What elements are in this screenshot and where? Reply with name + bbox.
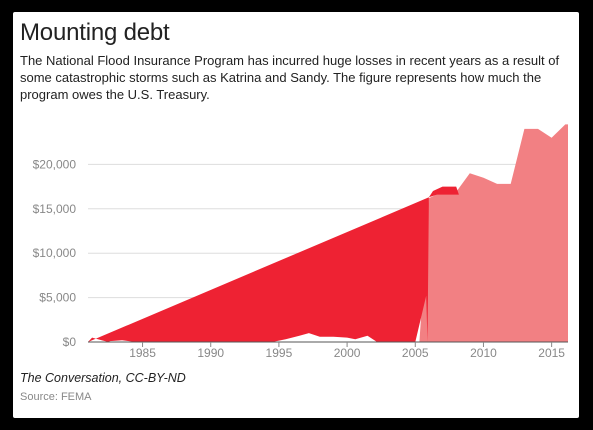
x-tick-label: 1985 (129, 346, 156, 360)
y-tick-label: $5,000 (39, 291, 76, 305)
chart-series (88, 124, 568, 343)
chart-subtitle: The National Flood Insurance Program has… (20, 53, 560, 102)
source-line: Source: FEMA (20, 391, 92, 403)
y-tick-label: $20,000 (33, 157, 77, 171)
x-tick-label: 2005 (402, 346, 429, 360)
debt-area (88, 124, 568, 343)
x-tick-label: 1990 (197, 346, 224, 360)
y-tick-label: $10,000 (33, 246, 77, 260)
x-tick-label: 2010 (470, 346, 497, 360)
x-tick-label: 2015 (538, 346, 565, 360)
y-axis: $0 $5,000 $10,000 $15,000 $20,000 (33, 157, 77, 349)
x-tick-label: 2000 (334, 346, 361, 360)
x-tick-label: 1995 (266, 346, 293, 360)
chart-title: Mounting debt (20, 19, 170, 46)
borrowing-highlight (88, 186, 459, 342)
credit-line: The Conversation, CC-BY-ND (20, 371, 186, 385)
y-tick-label: $0 (63, 335, 77, 349)
x-axis: 1985 1990 1995 2000 2005 2010 2015 (129, 342, 565, 360)
y-tick-label: $15,000 (33, 202, 77, 216)
